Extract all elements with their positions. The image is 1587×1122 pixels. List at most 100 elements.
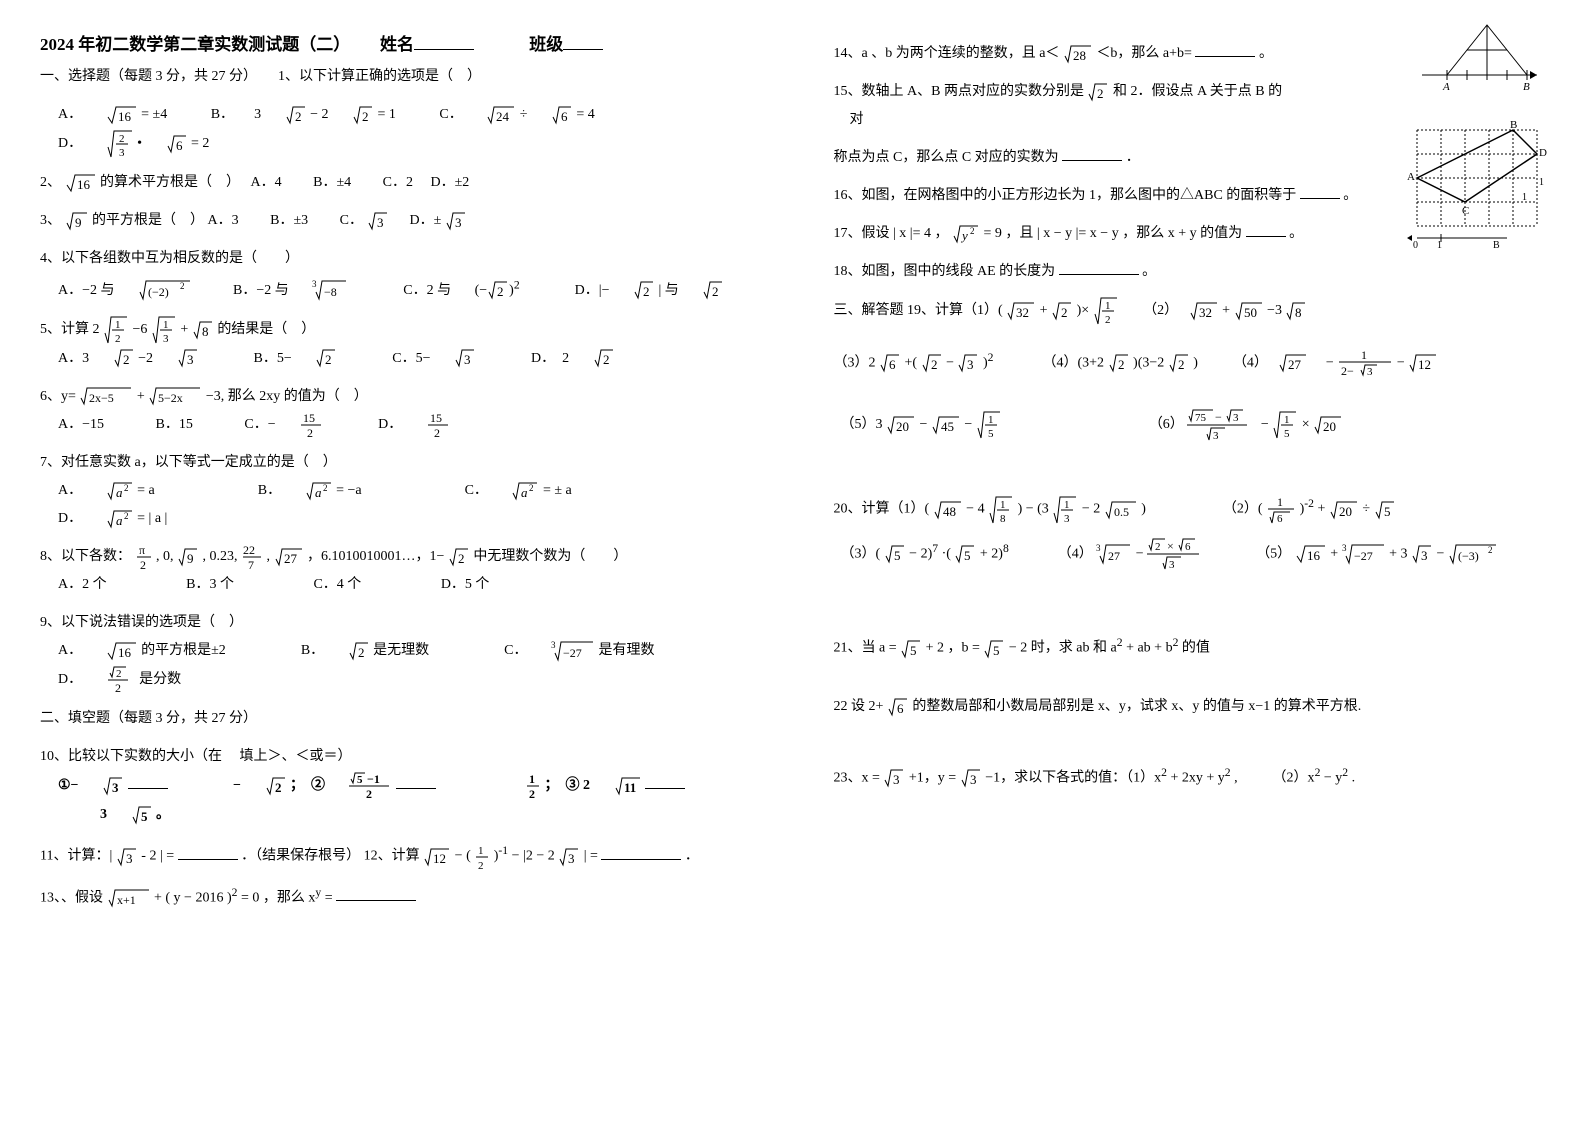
svg-text:3: 3	[455, 215, 462, 230]
q19-5-m2: −	[964, 418, 975, 433]
q12-pre: 12、计算	[364, 849, 424, 864]
q15-l1b: 和 2．假设点 A 关于点 B 的	[1113, 84, 1282, 99]
svg-text:B: B	[1493, 240, 1500, 250]
q14-blank	[1195, 43, 1255, 57]
sqrt2b-icon: 2	[352, 105, 374, 125]
q20-3-m1: − 2)	[909, 547, 932, 562]
svg-text:6: 6	[1185, 541, 1191, 553]
right-column: A B A B D C 1 1 0 1 B 14、a 、b 为两个连续的整数，且…	[794, 0, 1587, 1122]
cbrt27-icon: 327	[1096, 543, 1132, 565]
q20-4-pre: （4）	[1058, 547, 1093, 562]
q20-pre: 20、计算（1）(	[834, 502, 930, 517]
svg-text:1: 1	[1361, 348, 1367, 362]
q23-s2: 2	[1225, 766, 1231, 779]
sqrt2c-icon: 2	[487, 280, 509, 300]
q19-3-pre: （3）2	[834, 356, 876, 371]
q2-B: B．±4	[313, 175, 351, 190]
q23-m4: , （2）x	[1234, 771, 1315, 786]
svg-text:2: 2	[119, 133, 125, 145]
svg-text:9: 9	[75, 215, 82, 230]
q8: 8、以下各数： π2 , 0, 9 , 0.23, 227 , 27 ，6.10…	[40, 543, 754, 599]
svg-text:3: 3	[1064, 513, 1070, 525]
svg-text:2: 2	[115, 681, 121, 695]
sqrt3-icon: 3	[367, 211, 389, 231]
q23-m2: −1，求以下各式的值：（1）x	[985, 771, 1161, 786]
svg-text:2: 2	[1097, 86, 1104, 101]
svg-text:5: 5	[894, 548, 901, 563]
frac-sqrt2over2-icon: 2 2	[106, 665, 136, 695]
svg-text:12: 12	[433, 851, 446, 866]
q8-m2: , 0.23,	[203, 549, 242, 564]
svg-text:2: 2	[712, 284, 719, 299]
svg-text:1: 1	[988, 414, 994, 426]
q18-suf: 。	[1142, 264, 1156, 279]
sqrt16b-icon: 16	[65, 173, 97, 193]
svg-text:27: 27	[1288, 357, 1302, 372]
svg-text:1: 1	[1277, 495, 1283, 509]
q11-suf: ．（结果保存根号）	[241, 849, 360, 864]
svg-text:1: 1	[1000, 499, 1006, 511]
q21-m2: − 2 时，求 ab 和 a	[1009, 641, 1117, 656]
svg-text:−27: −27	[1354, 549, 1373, 563]
svg-text:y: y	[960, 228, 968, 243]
q23-s3: 2	[1315, 766, 1321, 779]
q10-1c: ； ②	[290, 778, 325, 793]
q1-A: A． 16 = ±4	[58, 107, 191, 122]
q9-stem: 9、以下说法错误的选项是（ ）	[40, 609, 754, 637]
q23-m5: − y	[1324, 771, 1342, 786]
section3-q19-12: 三、解答题 19、计算（1）( 32 + 2 )× 12 （2） 32 + 50…	[834, 296, 1548, 326]
q4-B: B．−2 与 3−8	[233, 283, 352, 298]
q21-m3: + ab + b	[1126, 641, 1173, 656]
q21-pre: 21、当 a =	[834, 641, 901, 656]
q20-m1: − 4	[966, 502, 984, 517]
q8-D: D．5 个	[441, 577, 490, 592]
q4-D: D．|− 2 | 与 2	[575, 283, 725, 298]
svg-text:2: 2	[123, 352, 130, 367]
q6: 6、y= 2x−5 + 5−2x −3, 那么 2xy 的值为（ ） A．−15…	[40, 383, 754, 439]
q18: 18、如图，图中的线段 AE 的长度为 。	[834, 258, 1548, 286]
q9-A: A． 16 的平方根是±2	[58, 643, 249, 658]
q5-B: B．5− 2	[254, 351, 341, 366]
svg-text:3: 3	[893, 772, 900, 787]
q13-blank	[336, 887, 416, 901]
q13-pre: 13、、假设	[40, 890, 103, 905]
q2-D: D．±2	[431, 175, 470, 190]
q13: 13、、假设 x+1 + ( y − 2016 )2 = 0 ，那么 xy =	[40, 881, 754, 913]
svg-text:2: 2	[124, 483, 129, 493]
q19-4b-m2: −	[1397, 356, 1405, 371]
q20-5-m3: −	[1437, 547, 1448, 562]
svg-text:B: B	[1523, 81, 1530, 90]
frac-s5m1o2-icon: 5−1 2	[349, 771, 393, 801]
svg-text:27: 27	[284, 551, 298, 566]
frac-1over-sqrt6-icon: 1 6	[1266, 495, 1296, 525]
svg-text:20: 20	[896, 419, 909, 434]
cbrt-neg8-icon: 3−8	[312, 279, 348, 301]
svg-text:9: 9	[187, 551, 194, 566]
q5-A: A．3 2 −2 3	[58, 351, 202, 366]
frac-pi2-icon: π2	[135, 543, 153, 571]
svg-text:3: 3	[967, 357, 974, 372]
q20-3-pre: （3）(	[848, 547, 881, 562]
q20-3-s2: 8	[1003, 542, 1009, 555]
q17-suf: 。	[1289, 226, 1303, 241]
svg-text:20: 20	[1339, 504, 1352, 519]
svg-text:2−: 2−	[1341, 364, 1354, 378]
svg-text:1: 1	[163, 319, 169, 331]
q3-stem: 的平方根是（ ）	[92, 213, 204, 228]
q21-m1: + 2 ，b =	[926, 641, 984, 656]
svg-text:2: 2	[497, 284, 504, 299]
q9: 9、以下说法错误的选项是（ ） A． 16 的平方根是±2 B． 2 是无理数 …	[40, 609, 754, 695]
q23-m6: .	[1352, 771, 1356, 786]
svg-text:0.5: 0.5	[1114, 505, 1129, 519]
q12-m4: | =	[584, 849, 598, 864]
svg-text:5: 5	[357, 774, 363, 786]
svg-text:8: 8	[1000, 513, 1006, 525]
svg-text:2: 2	[970, 226, 975, 236]
svg-text:π: π	[139, 543, 145, 557]
svg-text:6: 6	[897, 701, 904, 716]
q1-options: A． 16 = ±4 B．3 2 − 2 2 = 1 C． 24 ÷ 6 = 4…	[58, 101, 754, 159]
svg-text:2: 2	[295, 109, 302, 124]
svg-text:27: 27	[1108, 549, 1120, 563]
svg-text:28: 28	[1073, 48, 1086, 63]
q10-blank2	[396, 775, 436, 789]
